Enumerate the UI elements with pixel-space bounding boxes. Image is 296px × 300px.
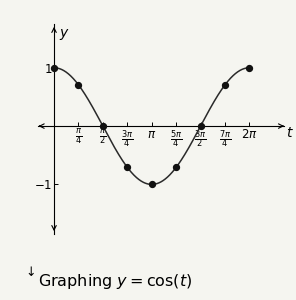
Text: $y$: $y$	[59, 27, 70, 42]
Point	[149, 182, 154, 187]
Point	[101, 124, 105, 128]
Point	[247, 65, 252, 70]
Point	[52, 65, 57, 70]
Text: Graphing $y = \cos(t)$: Graphing $y = \cos(t)$	[38, 272, 193, 291]
Point	[174, 165, 178, 170]
Point	[125, 165, 130, 170]
Text: $\downarrow$: $\downarrow$	[23, 265, 36, 279]
Point	[198, 124, 203, 128]
Text: $t$: $t$	[286, 126, 294, 140]
Point	[223, 82, 227, 87]
Point	[76, 82, 81, 87]
